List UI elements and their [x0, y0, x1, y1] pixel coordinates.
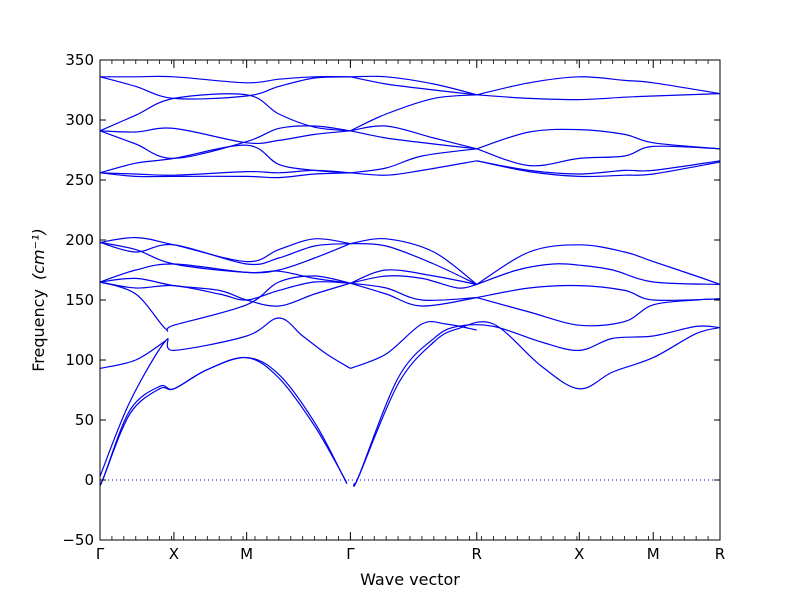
band-line-6 — [99, 340, 166, 369]
band-line-2 — [99, 317, 351, 477]
band-line-33 — [99, 125, 351, 160]
band-line-10 — [99, 263, 351, 284]
y-axis-label-group: Frequency (cm⁻¹) — [29, 228, 48, 371]
x-tick-label-6: M — [647, 545, 660, 563]
y-tick-label-6: 250 — [65, 171, 94, 189]
band-line-30 — [476, 160, 721, 175]
band-line-22 — [350, 243, 478, 285]
band-line-28 — [350, 148, 477, 174]
band-line-9 — [99, 277, 351, 307]
y-tick-label-7: 300 — [65, 111, 94, 129]
band-line-38 — [99, 76, 351, 100]
y-tick-label-0: −50 — [62, 531, 94, 549]
band-line-21 — [350, 237, 478, 285]
y-tick-label-2: 50 — [75, 411, 94, 429]
band-line-12 — [350, 282, 477, 307]
y-tick-label-3: 100 — [65, 351, 94, 369]
band-line-42 — [350, 94, 477, 132]
x-tick-label-0: Γ — [96, 545, 105, 563]
band-line-29 — [476, 160, 721, 178]
band-line-40 — [350, 75, 477, 96]
x-tick-label-4: R — [472, 545, 482, 563]
band-line-34 — [350, 125, 477, 150]
band-line-36 — [476, 128, 721, 150]
y-axis-unit: (cm⁻¹) — [29, 228, 48, 280]
band-line-0 — [99, 356, 348, 486]
band-line-13 — [350, 275, 477, 289]
band-line-8 — [99, 281, 351, 301]
band-lines — [99, 75, 721, 487]
band-line-5 — [350, 320, 477, 369]
band-line-4 — [353, 324, 721, 487]
x-axis-label: Wave vector — [360, 570, 460, 589]
x-tick-label-5: X — [574, 545, 584, 563]
band-line-7 — [99, 275, 351, 332]
band-line-15 — [476, 263, 721, 285]
band-line-11 — [350, 282, 477, 301]
x-tick-label-1: X — [169, 545, 179, 563]
band-line-18 — [99, 236, 351, 263]
band-line-43 — [476, 76, 721, 96]
band-line-19 — [99, 241, 351, 266]
y-axis-ticks: −50 0 50 100 150 200 250 300 350 — [62, 51, 720, 549]
x-tick-label-7: R — [715, 545, 725, 563]
y-axis-label: Frequency — [29, 289, 48, 372]
y-tick-label-8: 350 — [65, 51, 94, 69]
band-line-32 — [99, 127, 351, 145]
band-line-20 — [99, 241, 351, 274]
band-line-44 — [476, 93, 721, 101]
band-line-17 — [476, 297, 721, 327]
band-line-27 — [350, 160, 477, 176]
x-tick-label-3: Γ — [346, 545, 355, 563]
band-line-39 — [99, 93, 351, 132]
band-line-1 — [99, 356, 348, 487]
band-line-16 — [476, 284, 721, 302]
x-tick-label-2: M — [240, 545, 253, 563]
y-tick-label-5: 200 — [65, 231, 94, 249]
band-line-24 — [99, 172, 351, 179]
band-line-26 — [99, 144, 351, 174]
y-tick-label-4: 150 — [65, 291, 94, 309]
band-line-41 — [350, 76, 477, 96]
band-line-14 — [350, 269, 477, 285]
y-tick-label-1: 0 — [84, 471, 94, 489]
y-axis-label-text: Frequency (cm⁻¹) — [29, 228, 48, 371]
band-line-35 — [350, 130, 477, 150]
band-line-31 — [476, 145, 721, 167]
band-line-37 — [100, 75, 351, 84]
band-line-23 — [476, 244, 721, 285]
band-line-3 — [353, 321, 721, 487]
